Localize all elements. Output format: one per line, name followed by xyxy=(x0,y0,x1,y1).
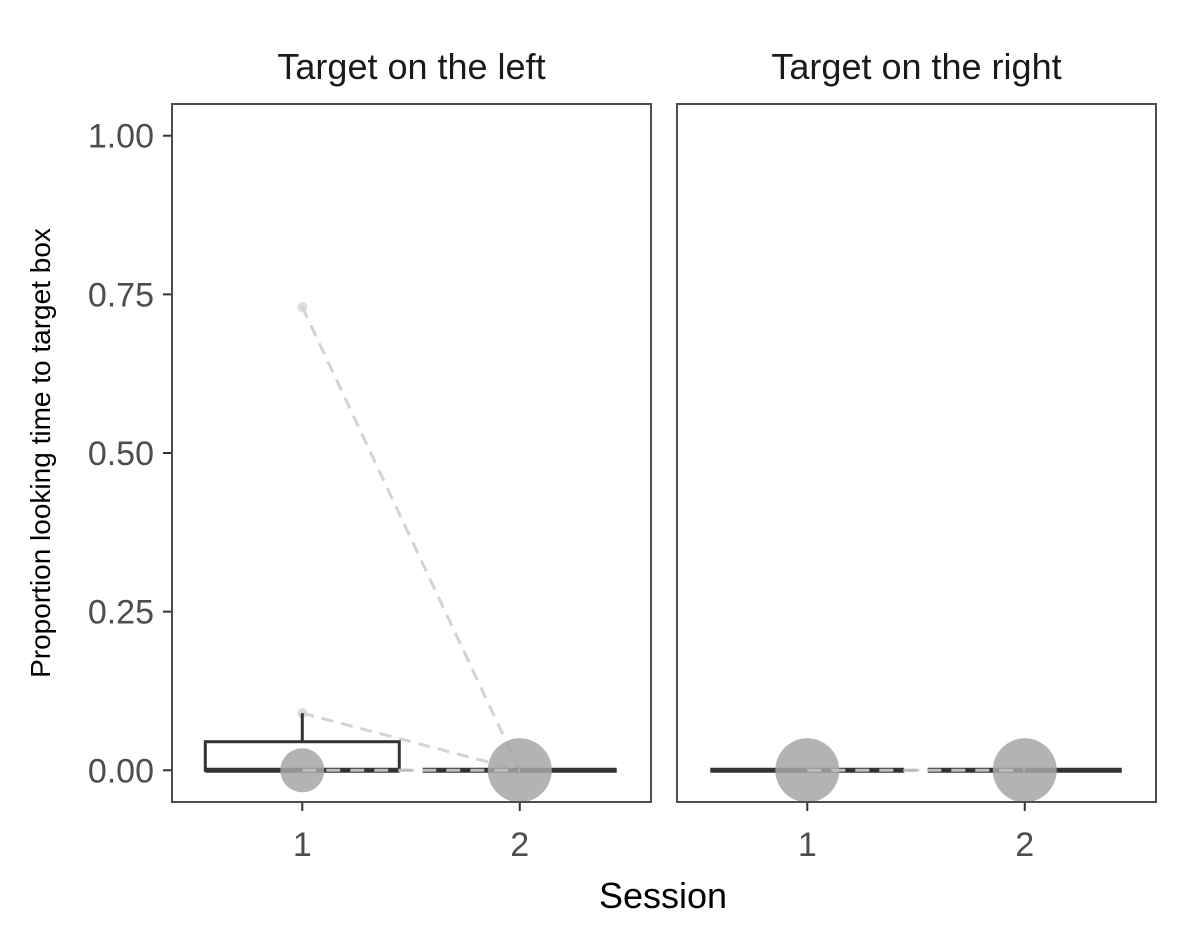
y-axis: 0.00 0.25 0.50 0.75 1.00 xyxy=(88,118,172,790)
x-axis-title: Session xyxy=(599,875,727,916)
x-tick-label: 2 xyxy=(510,826,529,864)
facet-panels: Target on the left 1 2 Target on the right 1… xyxy=(171,46,1157,864)
x-tick-label: 1 xyxy=(798,826,817,864)
y-tick-label: 0.00 xyxy=(88,752,154,790)
x-tick-label: 2 xyxy=(1015,826,1034,864)
facet-title: Target on the right xyxy=(771,46,1061,87)
y-tick-label: 0.25 xyxy=(88,594,154,632)
individual-line xyxy=(301,711,521,772)
y-tick-label: 0.50 xyxy=(88,435,154,473)
y-tick-label: 1.00 xyxy=(88,118,154,156)
y-tick-label: 0.75 xyxy=(88,276,154,314)
panel-border xyxy=(171,103,652,803)
facet-panel: Target on the left 1 2 xyxy=(171,46,652,864)
facet-panel: Target on the right 1 2 xyxy=(676,46,1157,864)
individual-line xyxy=(300,306,522,771)
panel-border xyxy=(676,103,1157,803)
x-tick-label: 1 xyxy=(293,826,312,864)
facet-title: Target on the left xyxy=(277,46,545,87)
individual-point xyxy=(297,302,308,313)
y-axis-title: Proportion looking time to target box xyxy=(25,228,56,678)
